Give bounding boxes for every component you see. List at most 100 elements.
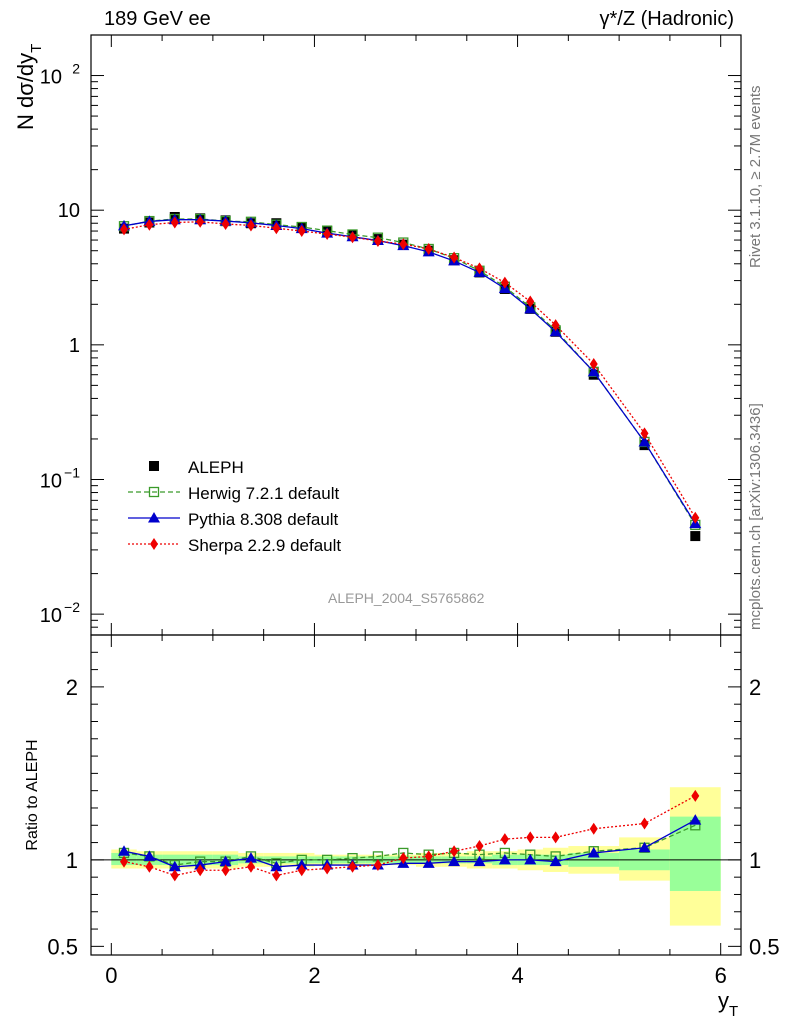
point-sherpa-2-2-9-default [120,223,129,236]
point-sherpa-2-2-9-default [500,276,509,289]
ratio-point-pythia-8-308-default [638,841,651,853]
y-tick-label: 1 [69,335,80,357]
ratio-point-sherpa-2-2-9-default [691,789,700,802]
ratio-series-layer [118,789,702,882]
ratio-point-sherpa-2-2-9-default [450,845,459,858]
main-series-layer [118,212,702,542]
ratio-y-tick-label-right: 0.5 [749,934,780,959]
ratio-point-sherpa-2-2-9-default [424,850,433,863]
ratio-point-sherpa-2-2-9-default [348,860,357,873]
ratio-point-pythia-8-308-default [219,855,232,867]
point-sherpa-2-2-9-default [589,358,598,371]
legend-label-aleph: ALEPH [188,458,244,477]
ratio-point-pythia-8-308-default [118,845,131,856]
x-tick-label: 6 [715,963,727,988]
ratio-point-sherpa-2-2-9-default [246,860,255,873]
point-sherpa-2-2-9-default [450,251,459,264]
ratio-point-sherpa-2-2-9-default [323,862,332,875]
point-sherpa-2-2-9-default [691,511,700,524]
point-sherpa-2-2-9-default [399,238,408,251]
x-axis-title-sub: T [729,1003,738,1020]
ratio-point-sherpa-2-2-9-default [551,831,560,844]
legend-label-pythia-8-308-default: Pythia 8.308 default [188,510,339,529]
header-right: γ*/Z (Hadronic) [599,8,734,30]
ratio-y-tick-label: 0.5 [47,934,78,959]
point-sherpa-2-2-9-default [551,319,560,332]
ratio-y-tick-label: 2 [66,675,78,700]
ratio-point-pythia-8-308-default [244,852,257,863]
ratio-point-pythia-8-308-default [473,855,486,867]
point-pythia-8-308-default [587,365,600,377]
ratio-line-herwig-7-2-1-default [123,824,696,866]
series-line-pythia-8-308-default [123,219,696,524]
point-sherpa-2-2-9-default [640,427,649,440]
point-sherpa-2-2-9-default [323,228,332,241]
ratio-y-tick-label-right: 1 [749,848,761,873]
point-sherpa-2-2-9-default [348,231,357,244]
y-tick-label: 10 [40,470,62,492]
point-aleph [690,531,701,542]
ratio-point-sherpa-2-2-9-default [373,859,382,872]
ratio-point-sherpa-2-2-9-default [196,864,205,877]
point-sherpa-2-2-9-default [424,242,433,255]
ratio-y-tick-label-right: 2 [749,675,761,700]
ratio-point-sherpa-2-2-9-default [221,864,230,877]
ratio-y-axis-title: Ratio to ALEPH [24,739,41,850]
ratio-point-pythia-8-308-default [498,853,511,865]
band-stat [669,816,721,891]
legend-marker-aleph [149,461,159,471]
ratio-point-sherpa-2-2-9-default [399,852,408,865]
ratio-point-pythia-8-308-default [270,860,283,872]
y-tick-label: 10 [58,200,80,222]
legend-marker-herwig-7-2-1-default [148,486,160,498]
legend-marker-sherpa-2-2-9-default [150,538,158,550]
ratio-point-sherpa-2-2-9-default [120,855,129,868]
ratio-point-pythia-8-308-default [422,857,435,868]
point-sherpa-2-2-9-default [475,262,484,275]
legend-label-sherpa-2-2-9-default: Sherpa 2.2.9 default [188,536,341,555]
x-tick-label: 4 [511,963,523,988]
analysis-tag: ALEPH_2004_S5765862 [328,590,485,606]
point-pythia-8-308-default [524,302,537,314]
point-sherpa-2-2-9-default [145,218,154,231]
point-pythia-8-308-default [638,435,651,447]
x-axis-title: yT [718,988,738,1020]
ratio-point-pythia-8-308-default [587,846,600,858]
point-sherpa-2-2-9-default [272,222,281,235]
y-axis-title-sub: T [28,44,45,53]
ratio-point-pythia-8-308-default [689,814,702,825]
ratio-point-pythia-8-308-default [549,855,562,867]
point-sherpa-2-2-9-default [373,235,382,248]
point-sherpa-2-2-9-default [246,219,255,232]
mcplots-label: mcplots.cern.ch [arXiv:1306.3436] [747,403,764,630]
legend-label-herwig-7-2-1-default: Herwig 7.2.1 default [188,484,339,503]
point-sherpa-2-2-9-default [297,225,306,238]
rivet-label: Rivet 3.1.10, ≥ 2.7M events [747,85,764,269]
header-left: 189 GeV ee [104,8,211,30]
y-tick-label: 10 [40,67,62,89]
series-line-herwig-7-2-1-default [123,218,696,526]
ratio-point-sherpa-2-2-9-default [272,869,281,882]
ratio-point-pythia-8-308-default [524,853,537,865]
ratio-frame [90,634,742,956]
x-tick-label: 0 [105,963,117,988]
legend: ALEPH Herwig 7.2.1 default Pythia 8.308 de… [128,458,341,555]
ratio-point-pythia-8-308-default [168,860,181,872]
y-tick-label-exp: 2 [72,61,80,77]
point-sherpa-2-2-9-default [196,215,205,228]
ratio-point-sherpa-2-2-9-default [500,833,509,846]
ratio-point-sherpa-2-2-9-default [526,831,535,844]
ratio-point-pythia-8-308-default [143,850,156,861]
legend-marker-pythia-8-308-default [148,512,160,523]
ratio-point-sherpa-2-2-9-default [170,869,179,882]
ratio-point-sherpa-2-2-9-default [145,860,154,873]
series-line-sherpa-2-2-9-default [123,221,696,519]
ratio-point-sherpa-2-2-9-default [475,840,484,853]
ratio-uncertainty-bands [111,787,721,926]
point-sherpa-2-2-9-default [526,295,535,308]
ratio-y-tick-label: 1 [66,848,78,873]
ratio-point-sherpa-2-2-9-default [297,864,306,877]
y-tick-label: 10 [40,605,62,627]
ratio-point-pythia-8-308-default [448,855,461,867]
point-sherpa-2-2-9-default [170,216,179,229]
